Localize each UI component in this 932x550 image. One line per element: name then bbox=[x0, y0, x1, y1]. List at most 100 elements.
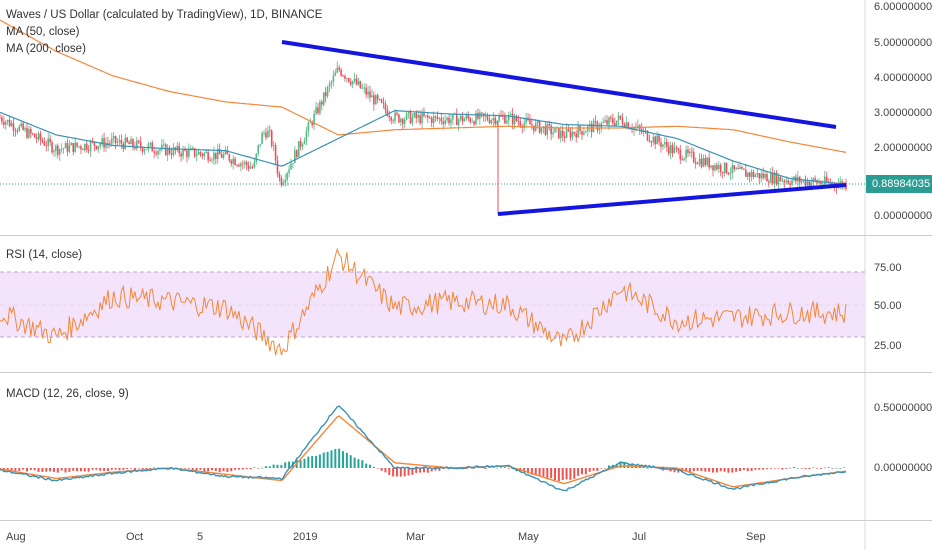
macd-histogram-bar bbox=[64, 468, 67, 473]
candle bbox=[733, 165, 736, 170]
macd-histogram-bar bbox=[646, 467, 649, 469]
ma200-legend[interactable]: MA (200, close) bbox=[6, 43, 86, 55]
candle bbox=[683, 158, 685, 160]
candle bbox=[558, 127, 560, 139]
candle bbox=[170, 153, 173, 155]
macd-histogram-bar bbox=[430, 468, 433, 472]
upper-trendline[interactable] bbox=[281, 40, 837, 129]
macd-axis-label: 0.00000000 bbox=[874, 462, 932, 474]
candle bbox=[20, 123, 22, 127]
candle bbox=[660, 142, 662, 147]
macd-histogram-bar bbox=[465, 468, 468, 470]
macd-histogram-bar bbox=[777, 468, 780, 469]
macd-histogram-bar bbox=[199, 468, 202, 470]
macd-histogram-bar bbox=[754, 468, 757, 470]
candle bbox=[176, 145, 179, 151]
candle bbox=[103, 138, 105, 148]
candle bbox=[228, 154, 231, 161]
rsi-band bbox=[0, 272, 865, 337]
macd-histogram-bar bbox=[800, 468, 803, 469]
candle bbox=[319, 101, 321, 114]
lower-trendline[interactable] bbox=[497, 183, 847, 216]
candle bbox=[245, 162, 248, 166]
candle bbox=[182, 148, 184, 157]
candle bbox=[606, 120, 608, 125]
price-axis-label: 5.00000000 bbox=[874, 37, 932, 49]
candle bbox=[28, 128, 30, 138]
candle bbox=[665, 142, 668, 147]
candle bbox=[288, 169, 290, 174]
candle bbox=[211, 159, 213, 161]
candle bbox=[457, 119, 460, 126]
candle bbox=[721, 171, 724, 174]
macd-histogram-bar bbox=[345, 452, 348, 468]
candle bbox=[737, 168, 739, 169]
candle bbox=[504, 116, 506, 124]
macd-histogram-bar bbox=[696, 468, 699, 471]
macd-histogram-bar bbox=[715, 468, 718, 473]
macd-histogram-bar bbox=[214, 468, 217, 472]
macd-histogram-bar bbox=[288, 461, 291, 468]
candle bbox=[390, 117, 393, 121]
candle bbox=[436, 116, 439, 119]
candle bbox=[201, 153, 204, 157]
candle bbox=[533, 125, 535, 131]
candle bbox=[317, 107, 319, 114]
candle bbox=[400, 118, 402, 123]
candle bbox=[232, 158, 234, 164]
candle bbox=[613, 123, 616, 126]
candle bbox=[477, 112, 479, 119]
candle bbox=[448, 117, 450, 124]
candle bbox=[226, 150, 229, 155]
macd-histogram-bar bbox=[623, 462, 626, 468]
macd-histogram-bar bbox=[76, 468, 79, 472]
candle bbox=[669, 145, 672, 154]
candle bbox=[463, 119, 466, 122]
macd-histogram-bar bbox=[276, 464, 279, 468]
macd-histogram-bar bbox=[727, 468, 730, 473]
candle bbox=[105, 142, 107, 148]
candle bbox=[559, 130, 562, 139]
macd-histogram-bar bbox=[592, 468, 595, 471]
candle bbox=[218, 149, 221, 155]
candle bbox=[93, 141, 96, 146]
macd-histogram-bar bbox=[22, 468, 25, 470]
macd-legend[interactable]: MACD (12, 26, close, 9) bbox=[6, 386, 129, 403]
candle bbox=[791, 180, 793, 185]
candle bbox=[164, 144, 167, 156]
candle bbox=[141, 147, 144, 152]
candle bbox=[37, 133, 40, 139]
candle bbox=[3, 121, 5, 125]
candle bbox=[253, 161, 256, 168]
macd-histogram-bar bbox=[145, 468, 148, 470]
macd-histogram-bar bbox=[781, 468, 784, 470]
time-axis-label: Sep bbox=[746, 531, 766, 543]
candle bbox=[488, 120, 491, 123]
macd-histogram-bar bbox=[399, 468, 402, 477]
macd-histogram-bar bbox=[280, 464, 283, 468]
candle bbox=[427, 115, 429, 118]
candle bbox=[321, 101, 323, 105]
candle bbox=[469, 118, 472, 122]
candle bbox=[700, 158, 703, 167]
macd-histogram-bar bbox=[353, 457, 356, 468]
rsi-legend[interactable]: RSI (14, close) bbox=[6, 247, 82, 264]
macd-histogram-bar bbox=[577, 468, 580, 476]
candle bbox=[307, 122, 310, 132]
macd-histogram-bar bbox=[739, 468, 742, 472]
candle bbox=[731, 165, 734, 174]
ma50-legend[interactable]: MA (50, close) bbox=[6, 26, 80, 38]
macd-histogram-bar bbox=[45, 468, 48, 472]
macd-histogram-bar bbox=[191, 468, 194, 471]
symbol-title[interactable]: Waves / US Dollar (calculated by Trading… bbox=[6, 9, 323, 21]
candle bbox=[51, 142, 53, 153]
candle bbox=[598, 128, 601, 131]
candle bbox=[698, 158, 701, 165]
rsi-axis-label: 25.00 bbox=[874, 340, 902, 352]
candle bbox=[719, 164, 722, 172]
price-axis-label: 2.00000000 bbox=[874, 142, 932, 154]
candle bbox=[511, 113, 514, 124]
candle bbox=[191, 148, 194, 149]
macd-histogram-bar bbox=[118, 468, 121, 471]
